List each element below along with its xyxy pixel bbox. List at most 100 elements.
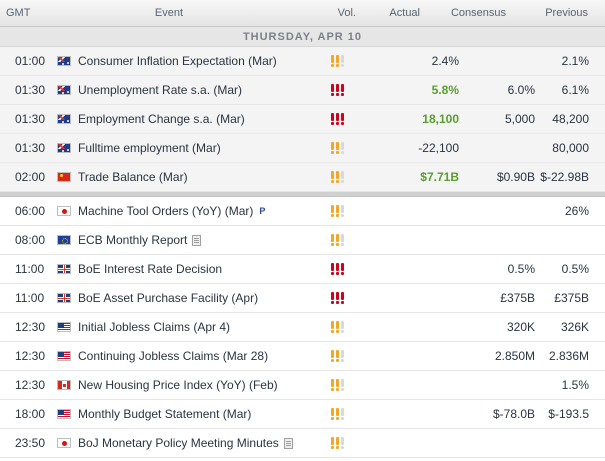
country-flag-cell [50,172,78,182]
event-time: 06:00 [15,204,46,218]
event-name-cell[interactable]: BoE Interest Rate Decision [78,262,331,276]
event-name[interactable]: Unemployment Rate s.a. (Mar) [78,83,243,97]
volatility-indicator-icon [331,321,344,333]
volatility-bar-icon [336,408,339,420]
report-document-icon[interactable] [192,234,202,246]
volatility-bar-icon [331,350,334,362]
au-flag-icon [57,56,71,66]
previous-value: 1.5% [561,378,589,392]
volatility-cell [331,171,361,183]
event-name[interactable]: Employment Change s.a. (Mar) [78,112,245,126]
volatility-bar-icon [331,205,334,217]
event-time: 01:30 [15,83,46,97]
volatility-bar-icon [336,292,339,304]
event-name-cell[interactable]: Monthly Budget Statement (Mar) [78,407,331,421]
table-row[interactable]: 08:00 ECB Monthly Report [0,226,605,255]
event-name[interactable]: ECB Monthly Report [78,233,188,247]
country-flag-cell [50,264,78,274]
volatility-indicator-icon [331,55,344,67]
event-name-cell[interactable]: Initial Jobless Claims (Apr 4) [78,320,331,334]
volatility-bar-icon [331,263,334,275]
volatility-bar-icon [336,379,339,391]
consensus-value: £375B [500,291,535,305]
volatility-bar-icon [341,408,344,420]
cn-flag-icon [57,172,71,182]
header-gmt[interactable]: GMT [6,7,31,19]
volatility-bar-icon [336,234,339,246]
previous-value: 6.1% [561,83,589,97]
volatility-bar-icon [331,437,334,449]
event-name-cell[interactable]: Consumer Inflation Expectation (Mar) [78,54,331,68]
header-previous[interactable]: Previous [545,7,588,19]
volatility-indicator-icon [331,292,344,304]
volatility-bar-icon [341,350,344,362]
day-header: THURSDAY, APR 10 [0,27,605,47]
country-flag-cell [50,380,78,390]
event-time: 01:30 [15,141,46,155]
table-row[interactable]: 02:00 Trade Balance (Mar) $7.71B $0.90B $-22… [0,163,605,192]
event-name[interactable]: Machine Tool Orders (YoY) (Mar) [78,204,254,218]
now-separator [0,192,605,197]
table-row[interactable]: 06:00 Machine Tool Orders (YoY) (Mar) P 26% [0,197,605,226]
event-name[interactable]: BoE Asset Purchase Facility (Apr) [78,291,259,305]
event-name-cell[interactable]: Employment Change s.a. (Mar) [78,112,331,126]
event-name[interactable]: Trade Balance (Mar) [78,170,188,184]
volatility-bar-icon [341,171,344,183]
volatility-bar-icon [331,292,334,304]
table-row[interactable]: 01:30 Unemployment Rate s.a. (Mar) 5.8% 6.0… [0,76,605,105]
us-flag-icon [57,322,71,332]
report-document-icon[interactable] [283,437,293,449]
table-row[interactable]: 01:00 Consumer Inflation Expectation (Mar… [0,47,605,76]
us-flag-icon [57,351,71,361]
event-name[interactable]: Fulltime employment (Mar) [78,141,221,155]
header-consensus[interactable]: Consensus [450,7,506,19]
au-flag-icon [57,114,71,124]
event-name-cell[interactable]: Machine Tool Orders (YoY) (Mar) P [78,204,331,218]
country-flag-cell [50,235,78,245]
event-name-cell[interactable]: BoJ Monetary Policy Meeting Minutes [78,436,331,450]
header-event[interactable]: Event [154,7,184,19]
event-name-cell[interactable]: BoE Asset Purchase Facility (Apr) [78,291,331,305]
volatility-cell [331,350,361,362]
event-name[interactable]: Continuing Jobless Claims (Mar 28) [78,349,269,363]
table-row[interactable]: 12:30 Initial Jobless Claims (Apr 4) 320K 3… [0,313,605,342]
volatility-bar-icon [341,205,344,217]
volatility-bar-icon [341,292,344,304]
previous-value: $-193.5 [548,407,589,421]
uk-flag-icon [57,264,71,274]
event-name[interactable]: Monthly Budget Statement (Mar) [78,407,252,421]
table-row[interactable]: 12:30 New Housing Price Index (YoY) (Feb)… [0,371,605,400]
volatility-bar-icon [341,84,344,96]
table-row[interactable]: 11:00 BoE Interest Rate Decision 0.5% 0.5% [0,255,605,284]
table-row[interactable]: 18:00 Monthly Budget Statement (Mar) $-78.… [0,400,605,429]
event-name[interactable]: BoJ Monetary Policy Meeting Minutes [78,436,279,450]
table-row[interactable]: 12:30 Continuing Jobless Claims (Mar 28) 2… [0,342,605,371]
event-name-cell[interactable]: Unemployment Rate s.a. (Mar) [78,83,331,97]
volatility-cell [331,292,361,304]
volatility-indicator-icon [331,379,344,391]
table-row[interactable]: 01:30 Employment Change s.a. (Mar) 18,100 5… [0,105,605,134]
country-flag-cell [50,114,78,124]
event-name-cell[interactable]: Continuing Jobless Claims (Mar 28) [78,349,331,363]
event-name-cell[interactable]: Fulltime employment (Mar) [78,141,331,155]
table-row[interactable]: 01:30 Fulltime employment (Mar) -22,100 80,… [0,134,605,163]
volatility-bar-icon [336,263,339,275]
table-row[interactable]: 23:50 BoJ Monetary Policy Meeting Minutes [0,429,605,458]
event-name-cell[interactable]: ECB Monthly Report [78,233,331,247]
volatility-bar-icon [336,205,339,217]
country-flag-cell [50,293,78,303]
country-flag-cell [50,438,78,448]
header-actual[interactable]: Actual [389,7,420,19]
event-name[interactable]: New Housing Price Index (YoY) (Feb) [78,378,278,392]
table-row[interactable]: 11:00 BoE Asset Purchase Facility (Apr) £3… [0,284,605,313]
volatility-bar-icon [341,437,344,449]
event-name-cell[interactable]: Trade Balance (Mar) [78,170,331,184]
event-name-cell[interactable]: New Housing Price Index (YoY) (Feb) [78,378,331,392]
volatility-bar-icon [331,142,334,154]
event-name[interactable]: Consumer Inflation Expectation (Mar) [78,54,277,68]
event-time: 12:30 [15,320,46,334]
event-name[interactable]: BoE Interest Rate Decision [78,262,223,276]
consensus-value: 320K [506,320,535,334]
event-name[interactable]: Initial Jobless Claims (Apr 4) [78,320,231,334]
header-vol[interactable]: Vol. [337,7,356,19]
